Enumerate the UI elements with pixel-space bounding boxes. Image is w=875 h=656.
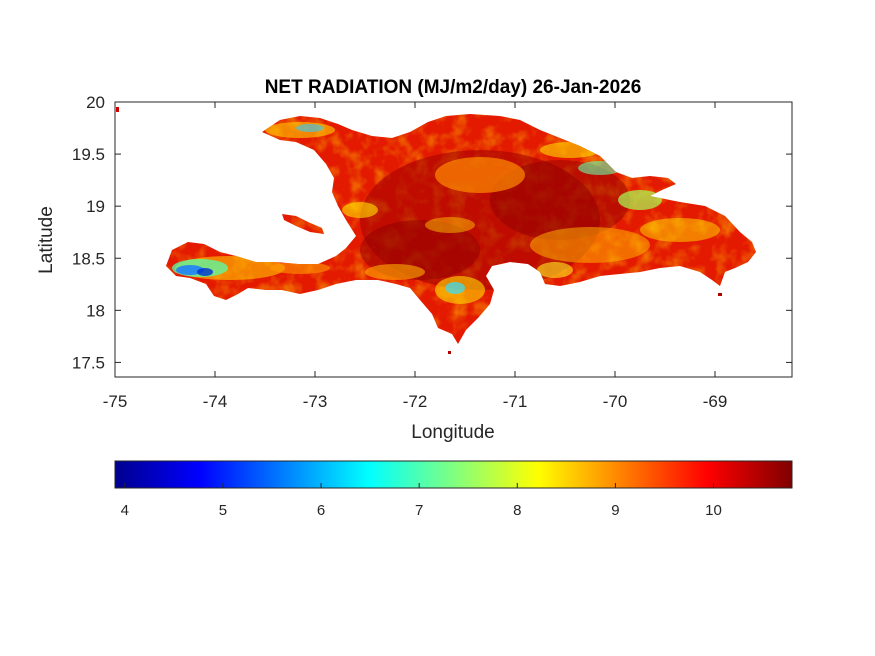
y-axis-label: Latitude	[36, 206, 57, 274]
colorbar-tick-label: 8	[513, 502, 521, 519]
colorbar-tick-label: 6	[317, 502, 325, 519]
colorbar-tick-label: 4	[121, 502, 129, 519]
offshore-speck	[718, 293, 722, 296]
y-tick-label: 19	[86, 197, 105, 216]
y-tick-label: 19.5	[72, 145, 105, 164]
offshore-speck	[448, 351, 451, 354]
x-tick-label: -75	[103, 392, 128, 411]
offshore-speck	[116, 107, 119, 112]
y-tick-label: 18	[86, 301, 105, 320]
colorbar: 4 5 6 7 8 9 10	[114, 460, 793, 519]
y-tick-label: 20	[86, 93, 105, 112]
y-tick-label: 18.5	[72, 249, 105, 268]
x-tick-label: -74	[203, 392, 228, 411]
x-tick-label: -72	[403, 392, 428, 411]
x-axis-label: Longitude	[411, 422, 494, 443]
y-axis-ticks: 17.5 18 18.5 19 19.5 20	[72, 93, 792, 372]
colorbar-ticks: 4 5 6 7 8 9 10	[121, 483, 722, 519]
y-tick-label: 17.5	[72, 353, 105, 372]
colorbar-tick-label: 10	[705, 502, 722, 519]
colorbar-tick-label: 7	[415, 502, 423, 519]
x-tick-label: -70	[603, 392, 628, 411]
map-panel: -75 -74 -73 -72 -71 -70 -69 17.5 18 18.5 19 19.5 20	[72, 93, 793, 411]
colorbar-tick-label: 9	[611, 502, 619, 519]
x-tick-label: -73	[303, 392, 328, 411]
x-tick-label: -71	[503, 392, 528, 411]
x-tick-label: -69	[703, 392, 728, 411]
x-axis-ticks: -75 -74 -73 -72 -71 -70 -69	[103, 102, 728, 411]
plot-title: NET RADIATION (MJ/m2/day) 26-Jan-2026	[265, 77, 642, 98]
colorbar-gradient	[114, 460, 793, 489]
colorbar-tick-label: 5	[219, 502, 227, 519]
